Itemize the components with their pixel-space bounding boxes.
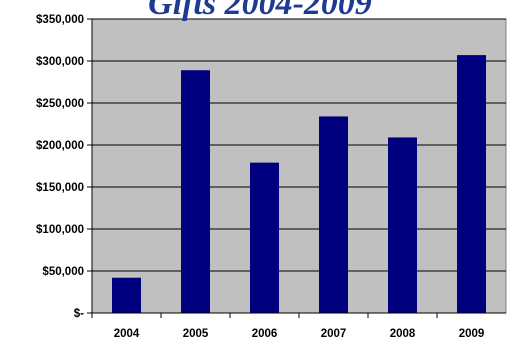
bar-2005 [181,70,210,314]
bar-2004 [112,277,141,313]
bar-2006 [250,162,279,313]
y-tick-label: $300,000 [36,56,84,68]
x-tick-label: 2009 [459,328,485,340]
bar-2009 [457,55,486,314]
x-tick-label: 2007 [321,328,347,340]
y-tick-label: $250,000 [36,98,84,110]
y-tick-label: $350,000 [36,14,84,26]
x-tick-label: 2008 [390,328,416,340]
y-tick-label: $- [74,308,84,320]
y-tick-label: $100,000 [36,224,84,236]
y-tick-label: $50,000 [42,266,84,278]
y-tick-label: $200,000 [36,140,84,152]
plot-area [91,18,507,314]
x-tick-label: 2004 [114,328,140,340]
bar-2007 [319,116,348,313]
y-tick-label: $150,000 [36,182,84,194]
x-tick-label: 2006 [252,328,278,340]
x-tick-label: 2005 [183,328,209,340]
bar-2008 [388,137,417,313]
chart-title: Gifts 2004-2009 [148,0,372,22]
